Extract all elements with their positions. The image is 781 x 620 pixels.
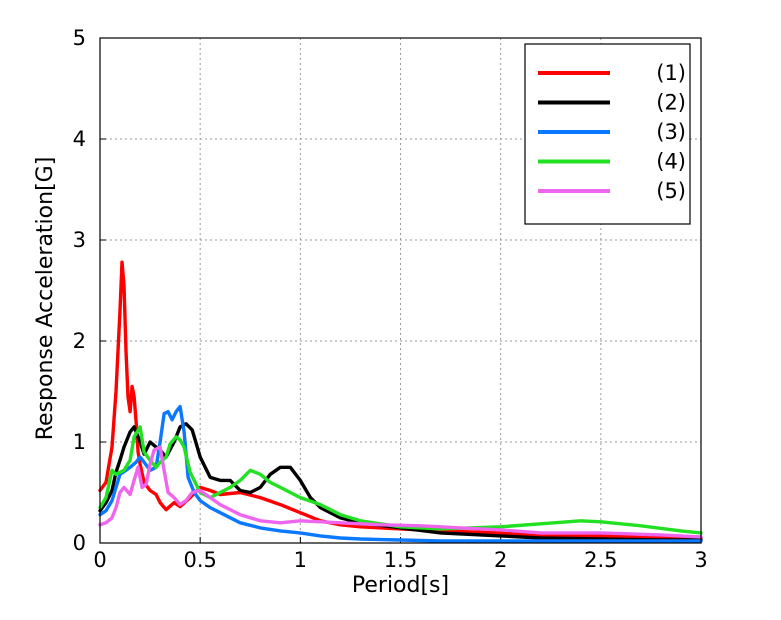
series-lines	[98, 260, 703, 543]
x-tick-label: 2	[494, 548, 507, 572]
x-tick-label: 1.5	[384, 548, 417, 572]
plot-frame	[99, 37, 702, 544]
y-tick-label: 2	[73, 329, 86, 353]
x-tick-label: 0	[93, 548, 106, 572]
y-tick-label: 0	[73, 531, 86, 555]
y-tick-label: 5	[73, 26, 86, 50]
legend-label-5: (5)	[656, 179, 686, 203]
series-line-5	[98, 445, 703, 539]
x-tick-label: 2.5	[584, 548, 617, 572]
y-tick-label: 1	[73, 430, 86, 454]
legend-label-1: (1)	[656, 61, 686, 85]
x-tick-label: 0.5	[183, 548, 216, 572]
x-axis-label: Period[s]	[352, 573, 449, 598]
legend-label-2: (2)	[656, 91, 686, 115]
x-tick-label: 1	[294, 548, 307, 572]
series-line-1	[98, 260, 703, 540]
legend: (1) (2) (3) (4) (5)	[524, 43, 691, 225]
legend-label-3: (3)	[656, 120, 686, 144]
x-tick-label: 3	[694, 548, 707, 572]
y-axis-label: Response Acceleration[G]	[33, 157, 58, 441]
tick-labels: 0 0.5 1 1.5 2 2.5 3 0 1 2 3 4 5	[73, 26, 708, 572]
y-tick-label: 3	[73, 228, 86, 252]
y-tick-label: 4	[73, 127, 86, 151]
legend-label-4: (4)	[656, 150, 686, 174]
series-line-3	[98, 404, 703, 543]
